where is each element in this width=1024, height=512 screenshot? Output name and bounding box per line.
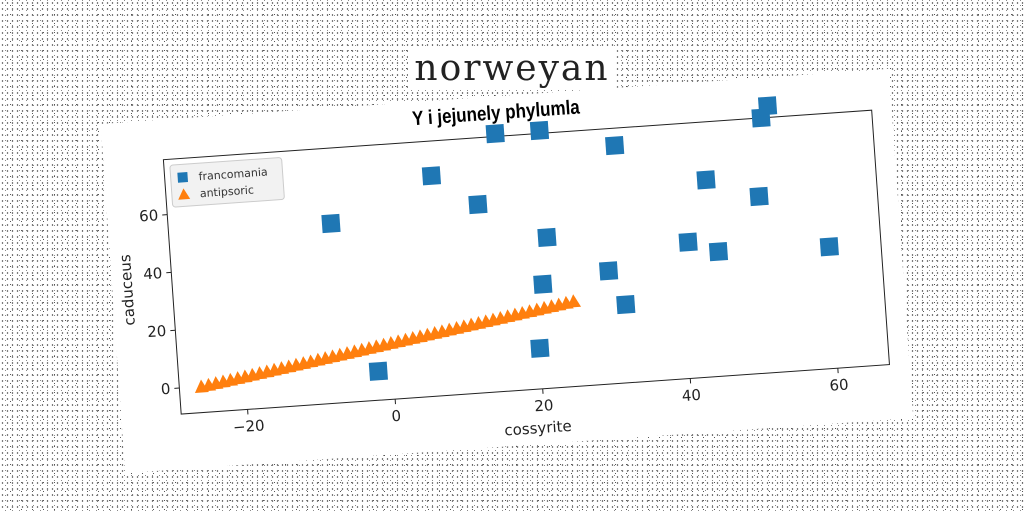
francomania-point (708, 241, 729, 262)
y-tick-label: 20 (147, 322, 167, 341)
y-tick-label: 0 (160, 380, 171, 399)
legend-label-francomania: francomania (198, 165, 268, 183)
page-heading: norweyan (0, 48, 1024, 89)
y-axis-label: caduceus (116, 254, 139, 327)
x-tick-label: 40 (681, 386, 701, 405)
legend-box (169, 157, 285, 208)
francomania-point (530, 338, 550, 358)
x-tick-label: 20 (534, 396, 554, 415)
francomania-point (321, 213, 341, 234)
francomania-point (537, 227, 557, 248)
francomania-point (696, 170, 716, 190)
legend-marker-francomania (177, 172, 189, 183)
chart-card: Y i jejunely phylumla −20 0 20 40 60 0 20 40 60 c… (100, 68, 914, 474)
francomania-point (529, 120, 550, 141)
francomania-point (598, 261, 619, 281)
francomania-point (468, 194, 488, 215)
legend-marker-antipsoric (178, 188, 191, 200)
francomania-point (678, 232, 698, 252)
francomania-point (605, 135, 625, 156)
antipsoric-point (567, 294, 582, 308)
y-tick-label: 40 (143, 264, 163, 283)
page-heading-text: norweyan (408, 48, 616, 89)
francomania-point (485, 123, 505, 144)
scatter-plot: −20 0 20 40 60 0 20 40 60 cossyrite caduceus franco… (116, 96, 890, 440)
x-tick-label: 0 (391, 407, 402, 426)
x-tick-label: −20 (232, 416, 265, 436)
plot-area-frame (162, 109, 890, 415)
legend-label-antipsoric: antipsoric (199, 183, 254, 200)
francomania-point (616, 294, 636, 315)
francomania-point (749, 186, 769, 207)
x-axis-label: cossyrite (504, 417, 572, 440)
y-tick-label: 60 (139, 206, 159, 225)
francomania-point (533, 274, 553, 294)
x-tick-label: 60 (829, 375, 849, 394)
francomania-point (368, 361, 388, 381)
francomania-point (819, 237, 839, 257)
francomania-point (421, 166, 442, 186)
francomania-point (757, 96, 778, 116)
